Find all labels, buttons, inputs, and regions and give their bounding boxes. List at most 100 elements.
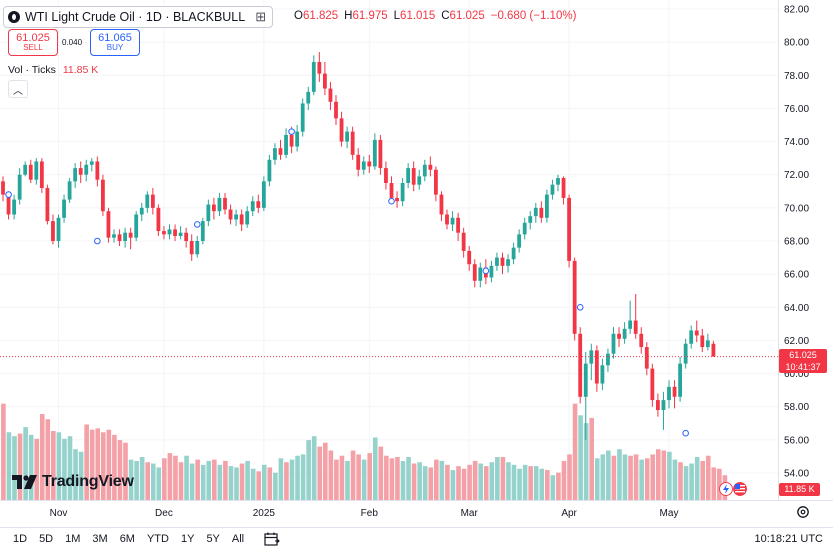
candle <box>139 202 144 222</box>
event-marker <box>482 267 490 275</box>
calendar-range-icon[interactable] <box>264 532 280 546</box>
range-1y[interactable]: 1Y <box>180 533 195 545</box>
candle <box>700 328 705 353</box>
volume-bar <box>134 460 139 500</box>
volume-bar <box>628 455 633 500</box>
lightning-event-icon[interactable] <box>719 482 733 496</box>
candle <box>489 260 494 283</box>
range-1m[interactable]: 1M <box>65 533 81 545</box>
buy-button[interactable]: 61.065 BUY <box>90 29 140 56</box>
candle <box>617 327 621 348</box>
range-ytd[interactable]: YTD <box>146 533 169 545</box>
candle <box>228 204 233 225</box>
volume-bar <box>689 463 694 500</box>
volume-bar <box>683 466 689 500</box>
candle <box>17 168 22 205</box>
time-axis[interactable]: Nov Dec 2025 Feb Mar Apr May <box>50 508 679 519</box>
range-5d[interactable]: 5D <box>39 533 54 545</box>
price-tick-label: 68.00 <box>784 237 809 248</box>
candle <box>428 156 433 177</box>
candle <box>234 209 238 227</box>
candle <box>239 209 244 232</box>
candle <box>545 189 549 223</box>
range-selector: 1D 5D 1M 3M 6M YTD 1Y 5Y All <box>7 533 250 545</box>
event-marker <box>576 303 584 311</box>
price-tick-label: 72.00 <box>784 170 809 181</box>
volume-bar <box>328 450 334 500</box>
us-flag-event-icon[interactable] <box>733 482 747 496</box>
range-all[interactable]: All <box>231 533 245 545</box>
candle <box>317 52 322 82</box>
volume-bar <box>323 442 328 500</box>
volume-bar <box>156 467 162 500</box>
volume-bar <box>472 460 478 500</box>
candle <box>594 345 599 392</box>
utc-clock[interactable]: 10:18:21 UTC <box>754 533 823 545</box>
range-5y[interactable]: 5Y <box>206 533 220 545</box>
volume-bar <box>500 457 506 500</box>
symbol-legend[interactable]: WTI Light Crude Oil · 1D · BLACKBULL ⊞ <box>3 6 274 28</box>
volume-bar <box>145 462 150 500</box>
volume-bar <box>51 430 56 500</box>
candle <box>506 254 510 273</box>
volume-bar <box>384 455 389 500</box>
price-axis[interactable]: 54.00 56.00 58.00 60.00 62.00 64.00 66.00 68.00… <box>784 5 809 480</box>
last-price-tag: 61.025 10:41:37 <box>779 349 827 373</box>
candle <box>456 212 460 241</box>
volume-bar <box>711 467 717 500</box>
event-marker <box>94 237 101 245</box>
time-tick-label: Dec <box>155 508 173 519</box>
range-6m[interactable]: 6M <box>119 533 135 545</box>
candle <box>422 159 427 182</box>
candle <box>45 184 50 225</box>
volume-bar <box>545 470 550 500</box>
candle <box>328 81 333 111</box>
settings-gear-icon[interactable] <box>796 505 810 519</box>
last-price-value: 61.025 <box>789 350 817 360</box>
volume-bar <box>428 467 434 500</box>
volume-bar <box>39 414 45 500</box>
volume-bar <box>400 460 406 500</box>
price-tick-label: 66.00 <box>784 270 809 281</box>
candle <box>128 227 133 250</box>
volume-bar <box>417 462 422 500</box>
volume-bar <box>378 446 384 500</box>
volume-bar <box>206 460 212 500</box>
range-1d[interactable]: 1D <box>13 533 28 545</box>
candle <box>28 159 33 183</box>
candle <box>189 234 194 261</box>
candle <box>644 342 649 376</box>
bar-countdown: 10:41:37 <box>785 362 821 372</box>
candle <box>167 224 172 240</box>
range-3m[interactable]: 3M <box>92 533 108 545</box>
candle <box>295 125 300 152</box>
candle <box>350 126 355 160</box>
candle <box>278 139 283 160</box>
candle <box>34 158 39 185</box>
candle <box>23 161 28 177</box>
compare-plus-icon[interactable]: ⊞ <box>255 9 267 24</box>
volume-bar <box>522 464 528 500</box>
candle <box>533 202 538 223</box>
buy-label: BUY <box>106 43 124 53</box>
candle <box>156 204 161 237</box>
tradingview-logo[interactable]: TradingView <box>12 473 134 491</box>
time-tick-label: Nov <box>50 508 68 519</box>
candle <box>628 300 633 334</box>
volume-legend[interactable]: Vol · Ticks 11.85 K <box>8 64 98 76</box>
volume-bar <box>123 442 128 500</box>
candle <box>334 95 338 125</box>
candle <box>661 391 666 430</box>
volume-bar <box>167 453 173 500</box>
candle <box>495 252 499 271</box>
price-tick-label: 62.00 <box>784 336 809 347</box>
volume-bar <box>28 434 34 500</box>
volume-bar <box>184 455 189 500</box>
candle <box>267 154 272 187</box>
sell-button[interactable]: 61.025 SELL <box>8 29 58 56</box>
volume-bar <box>67 436 73 500</box>
candle <box>589 343 594 381</box>
chevron-up-icon[interactable]: ︿ <box>8 80 28 98</box>
candle <box>517 229 522 253</box>
